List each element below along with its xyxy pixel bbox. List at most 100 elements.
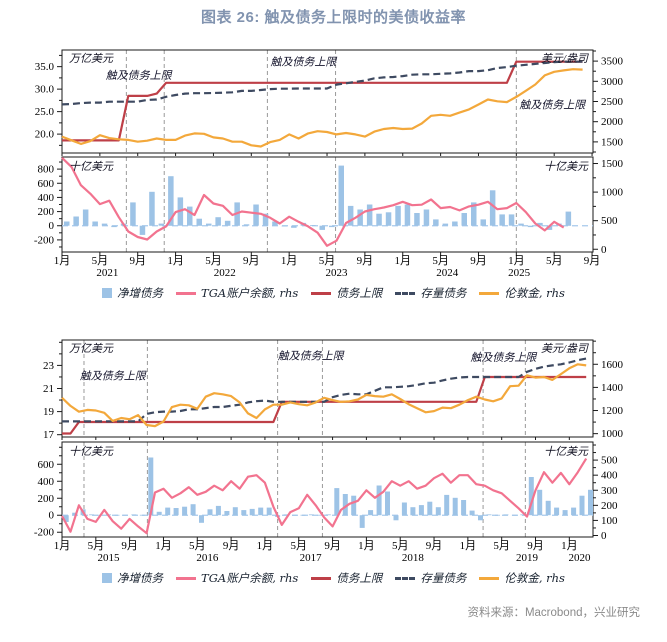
legend-label: 债务上限 (336, 286, 383, 300)
net-new-debt-bar (410, 507, 416, 516)
hit-debt-ceiling-annotation: 触及债务上限 (106, 69, 173, 82)
axis-tick-label: 600 (38, 178, 55, 190)
net-new-debt-bar (73, 216, 79, 226)
axis-tick-label: 2000 (601, 116, 624, 128)
net-new-debt-bar (427, 501, 433, 516)
net-new-debt-bar (562, 510, 568, 516)
axis-tick-label: 21 (43, 383, 54, 395)
axis-tick-label: 500 (601, 215, 618, 227)
axis-tick-label: 25.0 (35, 106, 55, 118)
left-axis-unit-label: 十亿美元 (69, 445, 114, 458)
x-month-label: 1月 (508, 255, 525, 267)
net-new-debt-bar (199, 515, 204, 523)
x-month-label: 5月 (92, 255, 109, 267)
net-new-debt-bar (258, 507, 264, 516)
axis-tick-label: 0 (49, 220, 55, 232)
legend-label: 净增债务 (117, 571, 164, 585)
net-new-debt-bar (149, 191, 155, 226)
axis-tick-label: 23 (43, 360, 55, 372)
x-year-label: 2025 (508, 267, 531, 279)
x-year-label: 2024 (436, 267, 459, 279)
net-new-debt-bar (224, 220, 231, 226)
net-new-debt-bar (63, 515, 69, 522)
net-new-debt-bar (359, 515, 365, 528)
x-month-label: 1月 (281, 255, 298, 267)
net-new-debt-bar (317, 514, 323, 516)
net-new-debt-bar (554, 507, 560, 516)
x-month-label: 1月 (54, 255, 71, 267)
legend-label: 伦敦金, rhs (504, 286, 565, 300)
legend-label: TGA账户余额, rhs (201, 571, 299, 585)
legend-line-marker (311, 576, 332, 580)
legend-square-marker (102, 288, 113, 298)
axis-tick-label: 400 (38, 476, 55, 488)
axis-tick-label: 3500 (601, 56, 624, 68)
net-new-debt-bar (249, 508, 255, 516)
x-month-label: 5月 (88, 540, 105, 552)
net-new-debt-bar (206, 223, 212, 226)
x-year-label: 2016 (196, 552, 219, 564)
x-month-label: 9月 (243, 255, 260, 267)
net-new-debt-bar (385, 491, 390, 516)
axis-tick-label: 800 (38, 164, 55, 176)
net-new-debt-bar (347, 205, 354, 226)
panel-1: 20.025.030.035.015002000250030003500万亿美元… (34, 49, 624, 279)
axis-tick-label: 20.0 (35, 129, 55, 141)
left-axis-unit-label: 十亿美元 (69, 160, 114, 173)
x-month-label: 9月 (584, 255, 601, 267)
net-new-debt-bar (283, 514, 289, 516)
net-new-debt-bar (518, 223, 524, 226)
net-new-debt-bar (232, 507, 238, 516)
net-new-debt-bar (520, 514, 526, 516)
net-new-debt-bar (588, 489, 593, 516)
net-new-debt-bar (338, 165, 344, 226)
legend-line-marker (176, 576, 197, 580)
legend-item: TGA账户余额, rhs (176, 570, 298, 586)
axis-tick-label: 400 (601, 470, 618, 482)
net-new-debt-bar (291, 225, 297, 228)
net-new-debt-bar (471, 202, 477, 226)
net-new-debt-bar (173, 508, 179, 516)
net-new-debt-bar (480, 219, 486, 226)
hit-debt-ceiling-annotation: 触及债务上限 (278, 350, 345, 363)
net-new-debt-bar (262, 213, 269, 226)
net-new-debt-bar (281, 225, 288, 227)
net-new-debt-bar (401, 502, 407, 516)
legend-item: 债务上限 (311, 285, 382, 301)
london-gold-line (61, 68, 583, 148)
net-new-debt-bar (404, 204, 411, 226)
net-new-debt-bar (418, 505, 424, 516)
axis-tick-label: 100 (601, 515, 618, 527)
net-new-debt-bar (182, 506, 188, 516)
net-new-debt-bar (131, 514, 137, 516)
net-new-debt-bar (148, 457, 154, 516)
x-month-label: 5月 (392, 540, 409, 552)
x-year-label: 2021 (96, 267, 118, 279)
tga-balance-line (61, 458, 588, 535)
right-axis-unit-label: 美元/盎司 (541, 52, 589, 65)
axis-tick-label: 200 (38, 493, 55, 505)
legend-label: 存量债务 (420, 571, 467, 585)
net-new-debt-bar (64, 221, 70, 226)
net-new-debt-bar (266, 507, 272, 516)
x-month-label: 5月 (189, 540, 206, 552)
legend-item: TGA账户余额, rhs (176, 285, 298, 301)
left-axis-unit-label: 万亿美元 (69, 342, 114, 355)
net-new-debt-bar (156, 511, 162, 516)
x-year-label: 2019 (516, 552, 539, 564)
x-month-label: 5月 (205, 255, 222, 267)
net-new-debt-bar (319, 225, 325, 230)
net-new-debt-bar (190, 504, 196, 516)
net-new-debt-bar (423, 209, 430, 226)
net-new-debt-bar (414, 213, 420, 226)
outstanding-debt-line (62, 357, 587, 423)
legend-label: 伦敦金, rhs (504, 571, 565, 585)
legend-item: 伦敦金, rhs (479, 570, 565, 586)
debt-ceiling-line (62, 375, 587, 435)
x-month-label: 1月 (460, 540, 477, 552)
net-new-debt-bar (310, 225, 316, 226)
tga-balance-line (61, 157, 565, 247)
